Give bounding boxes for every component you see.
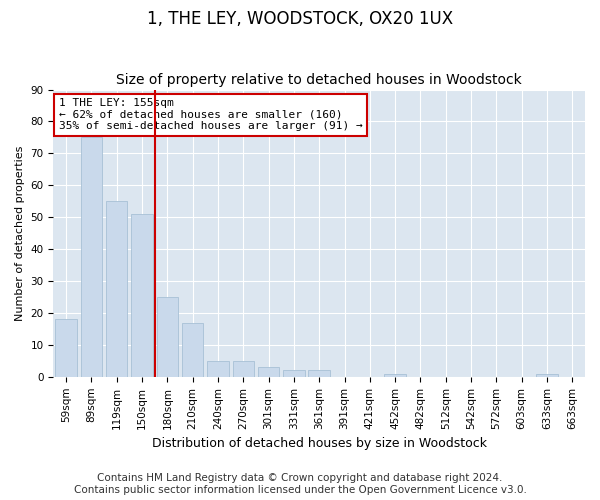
Bar	[106, 202, 127, 377]
Bar	[233, 361, 254, 377]
Bar	[55, 320, 77, 377]
Bar	[80, 138, 102, 377]
Bar	[157, 297, 178, 377]
Text: 1 THE LEY: 155sqm
← 62% of detached houses are smaller (160)
35% of semi-detache: 1 THE LEY: 155sqm ← 62% of detached hous…	[59, 98, 362, 132]
Text: 1, THE LEY, WOODSTOCK, OX20 1UX: 1, THE LEY, WOODSTOCK, OX20 1UX	[147, 10, 453, 28]
Bar	[283, 370, 305, 377]
Bar	[207, 361, 229, 377]
Bar	[182, 322, 203, 377]
Bar	[385, 374, 406, 377]
Bar	[258, 367, 280, 377]
Text: Contains HM Land Registry data © Crown copyright and database right 2024.
Contai: Contains HM Land Registry data © Crown c…	[74, 474, 526, 495]
X-axis label: Distribution of detached houses by size in Woodstock: Distribution of detached houses by size …	[152, 437, 487, 450]
Title: Size of property relative to detached houses in Woodstock: Size of property relative to detached ho…	[116, 73, 522, 87]
Bar	[131, 214, 153, 377]
Bar	[308, 370, 330, 377]
Bar	[536, 374, 558, 377]
Y-axis label: Number of detached properties: Number of detached properties	[15, 146, 25, 321]
